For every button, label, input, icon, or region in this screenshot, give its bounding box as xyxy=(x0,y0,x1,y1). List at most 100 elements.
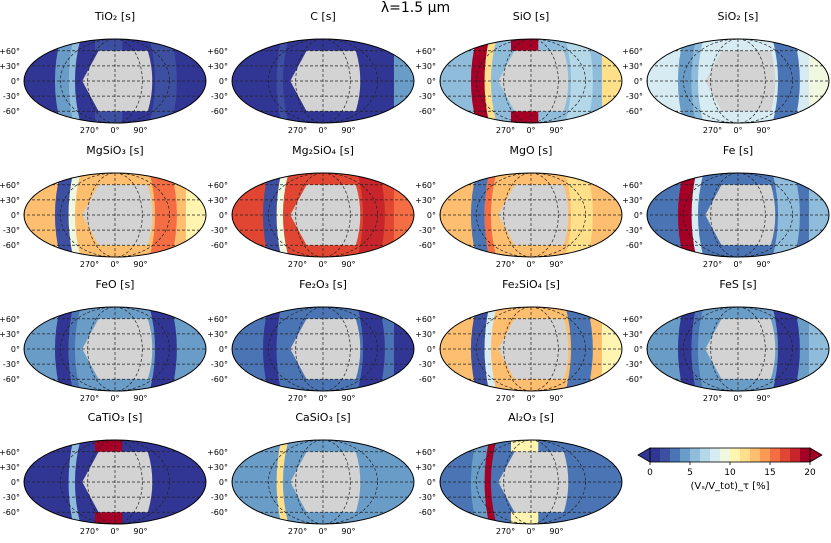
map-outline xyxy=(439,306,623,392)
colorbar-segment xyxy=(660,448,671,462)
map-outline xyxy=(23,306,207,392)
lon-tick-label: 90° xyxy=(756,394,770,403)
map-outline xyxy=(231,38,415,124)
map-panel: SiO₂ [s] +60° +30° 0° -30° -60° 270° 0° 90° xyxy=(622,10,830,135)
lat-tick-label: -60° xyxy=(211,508,228,517)
lat-tick-label: 0° xyxy=(11,211,20,220)
lat-tick-label: +60° xyxy=(415,448,436,457)
lon-tick-label: 0° xyxy=(318,527,327,536)
lat-tick-label: -60° xyxy=(3,508,20,517)
lat-tick-label: 0° xyxy=(634,211,643,220)
grid-lon xyxy=(60,39,170,123)
grid-lon xyxy=(503,440,559,524)
lon-tick-label: 90° xyxy=(341,527,355,536)
grid-lon xyxy=(268,173,378,257)
map-outline xyxy=(646,172,830,258)
lat-tick-label: +60° xyxy=(0,47,20,56)
field-polar-north xyxy=(94,440,123,452)
lat-tick-label: 0° xyxy=(634,77,643,86)
grid-lon xyxy=(87,39,143,123)
panel-title: SiO [s] xyxy=(513,10,550,23)
field-polar-south xyxy=(510,111,539,123)
lat-tick-label: +30° xyxy=(0,463,20,472)
map-panel: SiO [s] +60° +30° 0° -30° -60° 270° 0° 90° xyxy=(415,10,623,135)
map-outline xyxy=(231,439,415,525)
panel-title: FeO [s] xyxy=(96,278,135,291)
colorbar-tick-label: 20 xyxy=(804,468,816,478)
lat-tick-label: +30° xyxy=(207,196,228,205)
lat-tick-label: -30° xyxy=(211,92,228,101)
field-polar-south xyxy=(510,512,539,524)
panel-title: Fe₂SiO₄ [s] xyxy=(502,278,560,291)
grid-lon xyxy=(268,39,378,123)
lon-tick-label: 0° xyxy=(733,260,742,269)
colorbar-segment xyxy=(670,448,681,462)
map-panel: Mg₂SiO₄ [s] +60° +30° 0° -30° -60° 270° 0° 90° xyxy=(207,144,415,269)
map-panel: Al₂O₃ [s] +60° +30° 0° -30° -60° 270° 0° 90° xyxy=(415,411,623,536)
lat-tick-label: 0° xyxy=(219,77,228,86)
figure-title: λ=1.5 μm xyxy=(380,0,451,16)
lat-tick-label: -30° xyxy=(3,92,20,101)
lat-tick-label: 0° xyxy=(219,211,228,220)
colorbar-segment xyxy=(770,448,781,462)
lat-tick-label: 0° xyxy=(219,478,228,487)
colorbar-segment xyxy=(710,448,721,462)
grid-lon xyxy=(710,38,766,124)
lat-tick-label: -30° xyxy=(626,226,643,235)
lon-tick-label: 90° xyxy=(756,260,770,269)
lon-tick-label: 90° xyxy=(549,260,563,269)
lat-tick-label: +60° xyxy=(0,448,20,457)
lat-tick-label: +30° xyxy=(207,62,228,71)
map-panel: MgO [s] +60° +30° 0° -30° -60° 270° 0° 90° xyxy=(415,144,623,269)
grid-lon xyxy=(295,440,351,524)
colorbar-segment xyxy=(800,448,811,462)
lat-tick-label: -30° xyxy=(419,360,436,369)
lon-tick-label: 0° xyxy=(318,394,327,403)
panel-title: Fe [s] xyxy=(723,144,753,157)
panel-title: TiO₂ [s] xyxy=(94,10,135,23)
grid-lon xyxy=(87,173,143,257)
lat-tick-label: 0° xyxy=(11,345,20,354)
colorbar-segment xyxy=(780,448,791,462)
map-outline xyxy=(439,38,623,124)
lon-tick-label: 90° xyxy=(756,126,770,135)
grid-lon xyxy=(295,39,351,123)
colorbar-segment xyxy=(690,448,701,462)
lon-tick-label: 0° xyxy=(733,394,742,403)
colorbar-label: (Vₛ/V_tot)_τ [%] xyxy=(690,481,769,492)
lat-tick-label: +60° xyxy=(415,47,436,56)
map-outline xyxy=(231,172,415,258)
panel-title: Mg₂SiO₄ [s] xyxy=(292,144,354,157)
grid-lon xyxy=(87,440,143,524)
lon-tick-label: 270° xyxy=(80,260,99,269)
lat-tick-label: -30° xyxy=(626,360,643,369)
lon-tick-label: 0° xyxy=(110,260,119,269)
colorbar-segment xyxy=(760,448,771,462)
map-panel: MgSiO₃ [s] +60° +30° 0° -30° -60° 270° 0° 90° xyxy=(0,144,207,269)
lat-tick-label: +60° xyxy=(415,315,436,324)
lat-tick-label: 0° xyxy=(11,478,20,487)
colorbar-segment xyxy=(720,448,731,462)
lon-tick-label: 270° xyxy=(703,394,722,403)
lon-tick-label: 270° xyxy=(703,260,722,269)
colorbar-extend-high xyxy=(809,447,823,463)
panel-title: C [s] xyxy=(310,10,336,23)
field-polar-south xyxy=(94,512,123,524)
lat-tick-label: -60° xyxy=(626,241,643,250)
lat-tick-label: -60° xyxy=(419,241,436,250)
lon-tick-label: 90° xyxy=(341,394,355,403)
lon-tick-label: 270° xyxy=(80,527,99,536)
lat-tick-label: -30° xyxy=(211,360,228,369)
map-outline xyxy=(231,306,415,392)
map-panel: CaSiO₃ [s] +60° +30° 0° -30° -60° 270° 0° 90° xyxy=(207,411,415,536)
lon-tick-label: 270° xyxy=(288,527,307,536)
lat-tick-label: -60° xyxy=(626,107,643,116)
lon-tick-label: 90° xyxy=(133,126,147,135)
panel-title: FeS [s] xyxy=(719,278,756,291)
lat-tick-label: +30° xyxy=(622,330,643,339)
lat-tick-label: +60° xyxy=(622,315,643,324)
lat-tick-label: +30° xyxy=(415,463,436,472)
grid-lon xyxy=(476,39,586,123)
lon-tick-label: 90° xyxy=(133,527,147,536)
lat-tick-label: -60° xyxy=(419,375,436,384)
